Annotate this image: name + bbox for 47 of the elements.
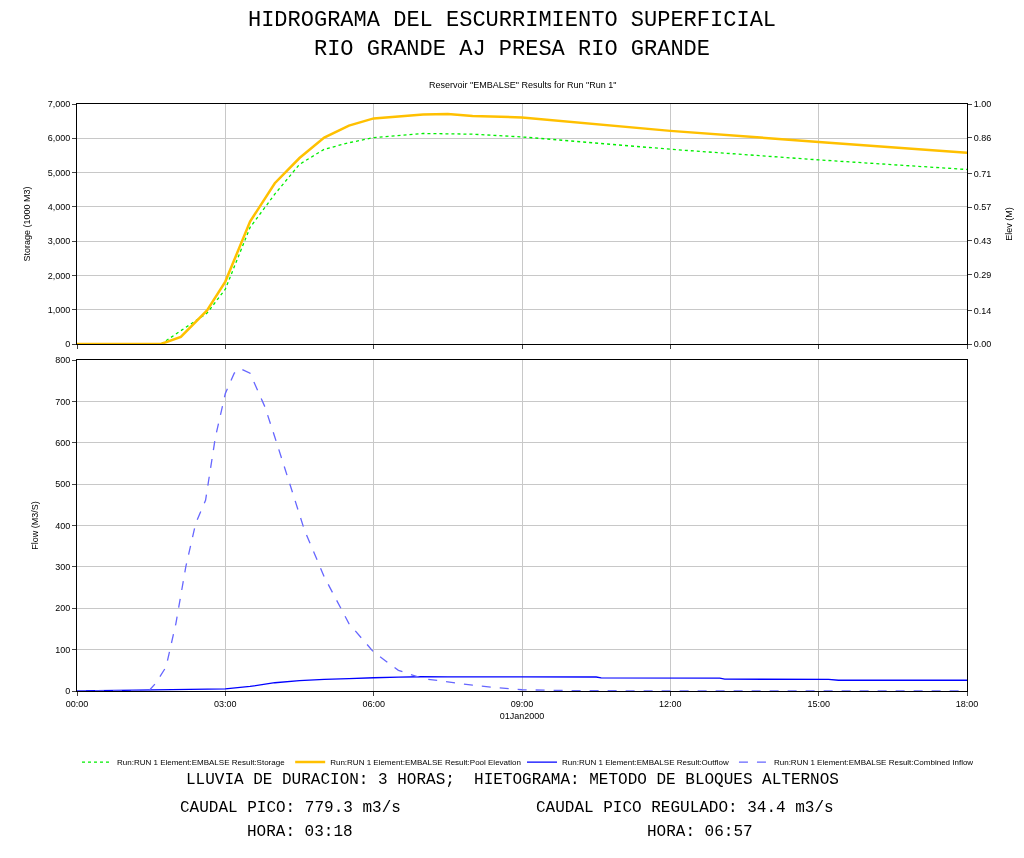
x-tick-label: 18:00 bbox=[955, 698, 979, 709]
legend-label: Run:RUN 1 Element:EMBALSE Result:Combined Inflow bbox=[773, 758, 974, 768]
y2-tick-label: 0.71 bbox=[973, 168, 992, 179]
y-tick-label: 4,000 bbox=[47, 202, 71, 213]
y-tick-label: 600 bbox=[55, 437, 71, 448]
y2-tick-label: 0.43 bbox=[973, 235, 992, 246]
y2-axis-title: Elev (M) bbox=[1004, 207, 1015, 241]
x-tick-label: 03:00 bbox=[214, 698, 237, 709]
y-tick-label: 2,000 bbox=[47, 270, 71, 281]
x-tick-label: 12:00 bbox=[659, 698, 682, 709]
y-tick-label: 3,000 bbox=[47, 236, 71, 247]
x-tick-label: 00:00 bbox=[65, 698, 89, 709]
chart-subtitle: Reservoir "EMBALSE" Results for Run "Run 1" bbox=[429, 80, 617, 90]
y-tick-label: 1,000 bbox=[47, 304, 71, 315]
legend-label: Run:RUN 1 Element:EMBALSE Result:Outflow bbox=[562, 758, 729, 768]
legend-label: Run:RUN 1 Element:EMBALSE Result:Pool Elevation bbox=[330, 758, 521, 768]
chart-title: HIDROGRAMA DEL ESCURRIMIENTO SUPERFICIAL RIO GRANDE AJ PRESA RIO GRANDE bbox=[247, 8, 777, 62]
x-tick-label: 09:00 bbox=[510, 698, 534, 709]
y2-tick-label: 1.00 bbox=[973, 99, 992, 110]
y2-tick-label: 0.29 bbox=[973, 269, 992, 280]
y-axis-title: Storage (1000 M3) bbox=[22, 186, 33, 262]
text: CAUDAL PICO: 779.3 m3/s bbox=[180, 799, 401, 817]
y-tick-label: 0 bbox=[65, 686, 71, 697]
y-tick-label: 100 bbox=[55, 644, 71, 655]
x-axis-title: 01Jan2000 bbox=[499, 710, 545, 721]
legend-label: Run:RUN 1 Element:EMBALSE Result:Storage bbox=[117, 758, 286, 768]
x-tick-label: 15:00 bbox=[807, 698, 830, 709]
y-tick-label: 5,000 bbox=[47, 167, 71, 178]
x-tick-label: 06:00 bbox=[362, 698, 385, 709]
y-tick-label: 400 bbox=[55, 520, 71, 531]
y-tick-label: 500 bbox=[55, 479, 71, 490]
y-tick-label: 6,000 bbox=[47, 133, 71, 144]
y-tick-label: 200 bbox=[55, 603, 71, 614]
y-tick-label: 700 bbox=[55, 396, 71, 407]
y-tick-label: 7,000 bbox=[47, 99, 71, 110]
y-tick-label: 800 bbox=[55, 355, 71, 366]
text: HORA: 03:18 bbox=[247, 823, 353, 841]
y-axis-title: Flow (M3/S) bbox=[29, 501, 40, 550]
text: CAUDAL PICO REGULADO: 34.4 m3/s bbox=[536, 799, 834, 817]
text: HORA: 06:57 bbox=[647, 823, 753, 841]
y2-tick-label: 0.86 bbox=[973, 132, 992, 143]
y-tick-label: 300 bbox=[55, 562, 71, 573]
y2-tick-label: 0.57 bbox=[973, 202, 992, 213]
y2-tick-label: 0.00 bbox=[973, 339, 992, 350]
y-tick-label: 0 bbox=[65, 339, 71, 350]
text: LLUVIA DE DURACION: 3 HORAS; HIETOGRAMA: METODO DE BLOQUES ALTERNOS bbox=[186, 771, 839, 789]
y2-tick-label: 0.14 bbox=[973, 305, 992, 316]
